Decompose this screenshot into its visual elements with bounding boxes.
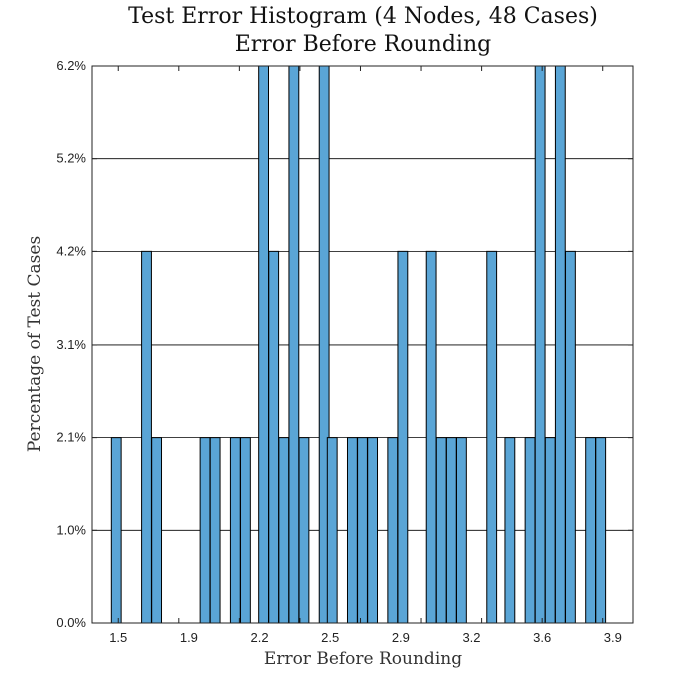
- y-tick-label: 1.0%: [56, 522, 86, 537]
- histogram-bar: [435, 437, 447, 624]
- histogram-bar: [288, 65, 300, 624]
- histogram-bars: [110, 65, 607, 624]
- histogram-bar: [445, 437, 457, 624]
- histogram-bar: [278, 437, 290, 624]
- histogram-bar: [326, 437, 338, 624]
- x-tick-label: 3.2: [462, 630, 480, 645]
- x-tick-label: 3.6: [533, 630, 551, 645]
- chart-title: Test Error Histogram (4 Nodes, 48 Cases): [128, 4, 598, 29]
- histogram-bar: [367, 437, 379, 624]
- histogram-bar: [346, 437, 358, 624]
- histogram-bar: [199, 437, 211, 624]
- histogram-bar: [524, 437, 536, 624]
- histogram-bar: [209, 437, 221, 624]
- histogram-bar: [565, 250, 576, 624]
- x-tick-label: 1.5: [109, 630, 127, 645]
- x-tick-label: 2.2: [251, 630, 269, 645]
- histogram-bar: [585, 437, 597, 624]
- histogram-bar: [486, 250, 498, 624]
- histogram-bar: [151, 437, 163, 624]
- y-tick-label: 3.1%: [56, 337, 86, 352]
- histogram-bar: [110, 437, 122, 624]
- histogram-bar: [554, 65, 566, 624]
- x-tick-label: 3.9: [604, 630, 622, 645]
- chart-subtitle: Error Before Rounding: [235, 32, 491, 57]
- histogram-bar: [229, 437, 241, 624]
- x-tick-label: 1.9: [180, 630, 198, 645]
- y-tick-label: 5.2%: [56, 151, 86, 166]
- x-axis-label: Error Before Rounding: [264, 649, 462, 669]
- histogram-bar: [240, 437, 251, 624]
- histogram-bar: [141, 250, 152, 624]
- histogram-bar: [387, 437, 399, 624]
- y-tick-label: 2.1%: [56, 430, 86, 445]
- x-tick-label: 2.9: [392, 630, 410, 645]
- histogram-bar: [504, 437, 516, 624]
- y-axis-label: Percentage of Test Cases: [25, 236, 45, 452]
- x-axis-ticks: 1.5 1.9 2.2 2.5 2.9 3.2 3.6 3.9: [109, 66, 622, 645]
- y-tick-label: 0.0%: [56, 615, 86, 630]
- histogram-bar: [397, 250, 409, 624]
- y-tick-label: 4.2%: [56, 243, 86, 258]
- histogram-bar: [357, 437, 368, 624]
- histogram-bar: [258, 65, 270, 624]
- histogram-bar: [425, 250, 437, 624]
- y-axis-ticks: 0.0% 1.0% 2.1% 3.1% 4.2% 5.2% 6.2%: [56, 58, 633, 630]
- histogram-bar: [455, 437, 467, 624]
- y-tick-label: 6.2%: [56, 58, 86, 73]
- histogram-bar: [298, 437, 310, 624]
- histogram-bar: [268, 250, 280, 624]
- histogram-bar: [544, 437, 556, 624]
- histogram-bar: [534, 65, 546, 624]
- histogram-bar: [595, 437, 607, 624]
- x-tick-label: 2.5: [321, 630, 339, 645]
